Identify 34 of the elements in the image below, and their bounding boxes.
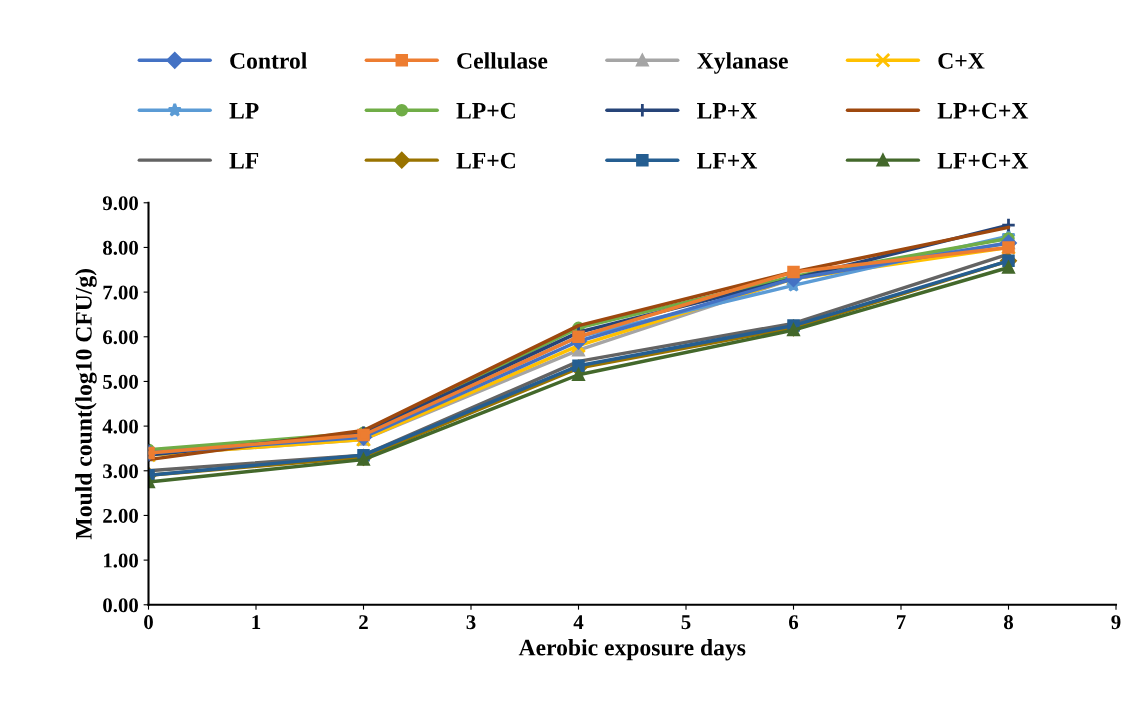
y-tick-label: 6.00 xyxy=(103,330,138,345)
x-tick-label: 8 xyxy=(1003,615,1014,630)
y-tick-label: 2.00 xyxy=(103,508,138,523)
legend-label: LF+X xyxy=(697,152,758,169)
x-tick-label: 4 xyxy=(573,615,584,629)
legend-label: LP+C xyxy=(456,102,515,119)
legend-label: LP+X xyxy=(697,103,758,119)
x-tick-label: 7 xyxy=(896,615,906,629)
y-tick-label: 4.00 xyxy=(102,419,138,434)
legend-label: LF+C+X xyxy=(937,152,1029,169)
legend-label: Cellulase xyxy=(457,52,548,69)
x-tick-label: 9 xyxy=(1111,615,1121,630)
y-tick-label: 7.00 xyxy=(103,285,138,300)
y-tick-label: 9.00 xyxy=(102,196,138,211)
legend-label: LP xyxy=(229,103,259,119)
x-tick-label: 5 xyxy=(681,615,691,630)
legend-label: LP+C+X xyxy=(937,102,1029,119)
y-tick-label: 5.00 xyxy=(103,374,138,389)
y-tick-label: 0.00 xyxy=(103,598,138,613)
legend-label: Control xyxy=(230,52,307,69)
y-tick-label: 3.00 xyxy=(103,464,138,479)
legend-label: C+X xyxy=(938,52,985,69)
y-axis-title: Mould count(log10 CFU/g) xyxy=(75,269,97,540)
x-axis-title: Aerobic exposure days xyxy=(518,638,746,661)
legend-label: LF xyxy=(229,152,259,169)
x-tick-label: 3 xyxy=(466,615,476,630)
y-tick-label: 1.00 xyxy=(103,553,138,568)
legend-label: Xylanase xyxy=(697,52,788,74)
x-tick-label: 2 xyxy=(359,615,368,629)
y-tick-label: 8.00 xyxy=(103,240,138,255)
x-tick-label: 1 xyxy=(252,615,261,629)
x-tick-label: 6 xyxy=(789,615,799,630)
x-tick-label: 0 xyxy=(144,615,153,630)
legend-label: LF+C xyxy=(456,152,515,169)
